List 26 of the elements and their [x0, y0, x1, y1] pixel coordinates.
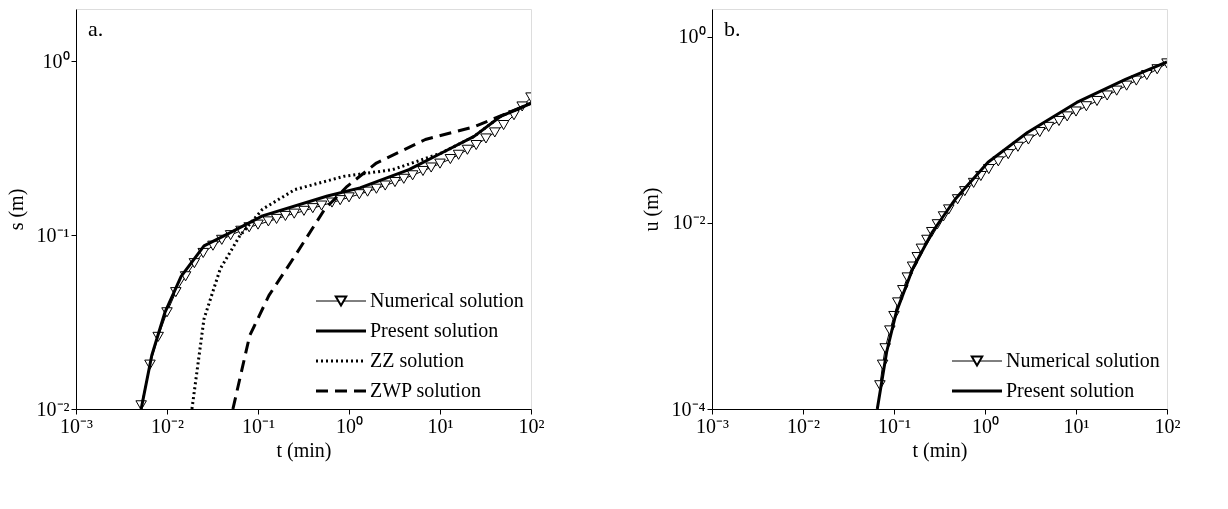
- annotation: b.: [724, 16, 741, 41]
- x-axis-title: t (min): [912, 438, 968, 462]
- x-tick-label: 10⁻¹: [242, 414, 275, 437]
- x-tick-label: 10²: [518, 414, 545, 437]
- x-tick-label: 10⁻¹: [878, 414, 911, 437]
- y-tick-label: 10⁻¹: [36, 223, 70, 246]
- x-axis-title: t (min): [276, 438, 332, 462]
- x-tick-label: 10²: [1154, 414, 1181, 437]
- y-tick-label: 10⁰: [678, 25, 706, 48]
- x-tick-label: 10¹: [1063, 414, 1090, 437]
- y-tick-label: 10⁻²: [672, 211, 706, 234]
- y-tick-label: 10⁰: [42, 49, 70, 72]
- x-tick-label: 10⁻²: [787, 414, 820, 437]
- legend-label: Present solution: [1006, 379, 1135, 401]
- legend-label: Numerical solution: [1006, 349, 1160, 371]
- x-tick-label: 10⁻²: [151, 414, 184, 437]
- y-axis-title: s (m): [4, 188, 28, 231]
- x-tick-label: 10⁰: [972, 414, 999, 437]
- legend-label: ZWP solution: [370, 379, 481, 401]
- y-axis-title: u (m): [639, 187, 663, 232]
- legend-label: ZZ solution: [370, 349, 464, 371]
- x-tick-label: 10⁰: [336, 414, 363, 437]
- annotation: a.: [88, 16, 104, 41]
- legend-label: Present solution: [370, 319, 499, 341]
- x-tick-label: 10¹: [427, 414, 454, 437]
- legend-label: Numerical solution: [370, 289, 524, 311]
